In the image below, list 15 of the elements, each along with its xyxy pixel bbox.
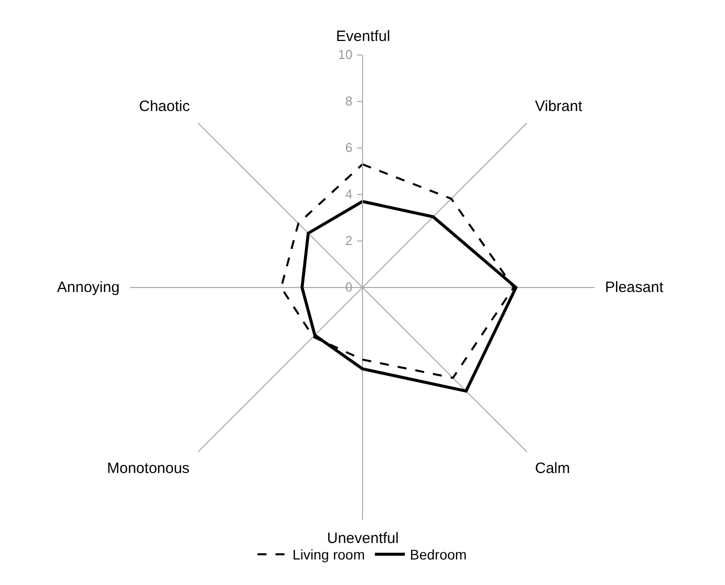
spoke-label: Vibrant <box>535 98 584 115</box>
spoke-label: Uneventful <box>327 530 399 547</box>
spoke-label: Monotonous <box>107 460 190 477</box>
y-tick-label: 10 <box>338 47 352 62</box>
spoke-label: Eventful <box>336 28 390 45</box>
y-tick-label: 6 <box>345 140 352 156</box>
y-tick-label: 8 <box>345 94 352 109</box>
y-tick-label: 2 <box>345 233 352 248</box>
legend-label: Living room <box>292 546 365 563</box>
spoke-label: Pleasant <box>605 279 664 296</box>
spoke-label: Chaotic <box>139 98 190 115</box>
spoke-label: Annoying <box>57 279 120 296</box>
legend-label: Bedroom <box>410 546 467 563</box>
y-tick-label: 4 <box>345 186 352 202</box>
spoke-label: Calm <box>535 460 570 477</box>
